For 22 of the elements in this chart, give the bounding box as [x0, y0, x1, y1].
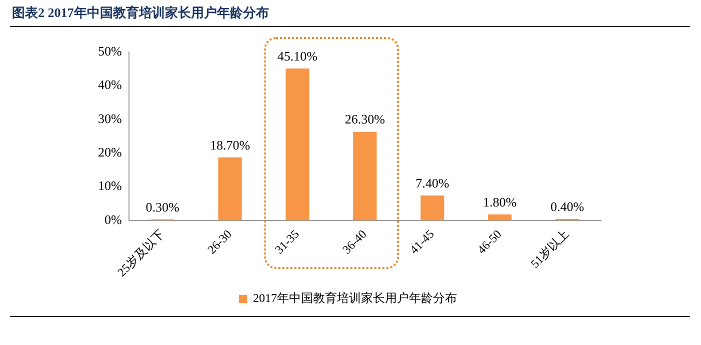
data-label: 1.80% — [483, 194, 517, 210]
x-tick-label: 51岁以上 — [528, 226, 572, 271]
data-label: 0.40% — [550, 198, 584, 214]
data-label: 0.30% — [146, 199, 180, 214]
y-tick-label: 20% — [98, 144, 122, 160]
bar — [218, 157, 242, 220]
data-label: 45.10% — [277, 48, 318, 64]
bar — [488, 214, 512, 220]
y-tick-label: 40% — [98, 77, 122, 92]
data-label: 26.30% — [344, 112, 386, 127]
y-tick-label: 0% — [104, 212, 122, 227]
chart-title: 图表2 2017年中国教育培训家长用户年龄分布 — [12, 4, 269, 22]
y-tick-label: 30% — [98, 110, 122, 126]
y-tick-label: 10% — [98, 178, 122, 194]
data-label: 18.70% — [210, 137, 250, 152]
data-label: 7.40% — [416, 175, 450, 190]
bar — [286, 68, 310, 220]
bar — [353, 132, 377, 220]
y-tick-label: 50% — [98, 43, 122, 58]
legend-label: 2017年中国教育培训家长用户年龄分布 — [253, 291, 457, 306]
x-tick-label: 25岁及以下 — [114, 226, 167, 280]
bar — [420, 195, 444, 220]
